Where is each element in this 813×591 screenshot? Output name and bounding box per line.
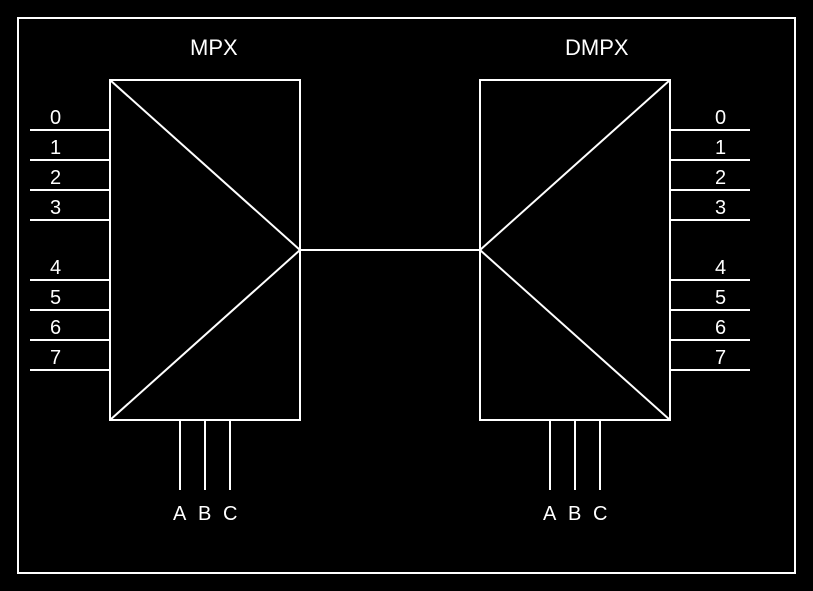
mpx-pin-label-6: 6 [50,317,61,339]
dmpx-pin-label-0: 0 [715,107,726,129]
mpx-pin-label-4: 4 [50,257,61,279]
dmpx-select-label-B: B [568,503,581,525]
mpx-pin-label-3: 3 [50,197,61,219]
mpx-select-label-C: C [223,503,237,525]
mpx-pin-label-1: 1 [50,137,61,159]
mpx-pin-label-7: 7 [50,347,61,369]
dmpx-pin-label-5: 5 [715,287,726,309]
mpx-title: MPX [190,35,238,60]
mpx-select-label-A: A [173,503,187,525]
dmpx-pin-label-6: 6 [715,317,726,339]
dmpx-select-label-C: C [593,503,607,525]
dmpx-pin-label-1: 1 [715,137,726,159]
dmpx-pin-label-7: 7 [715,347,726,369]
mpx-pin-label-5: 5 [50,287,61,309]
mpx-select-label-B: B [198,503,211,525]
mpx-pin-label-2: 2 [50,167,61,189]
dmpx-select-label-A: A [543,503,557,525]
dmpx-pin-label-2: 2 [715,167,726,189]
diagram-canvas: MPX01234567ABCDMPX01234567ABC [0,0,813,591]
dmpx-title: DMPX [565,35,629,60]
background [0,0,813,591]
mpx-pin-label-0: 0 [50,107,61,129]
dmpx-pin-label-3: 3 [715,197,726,219]
dmpx-pin-label-4: 4 [715,257,726,279]
